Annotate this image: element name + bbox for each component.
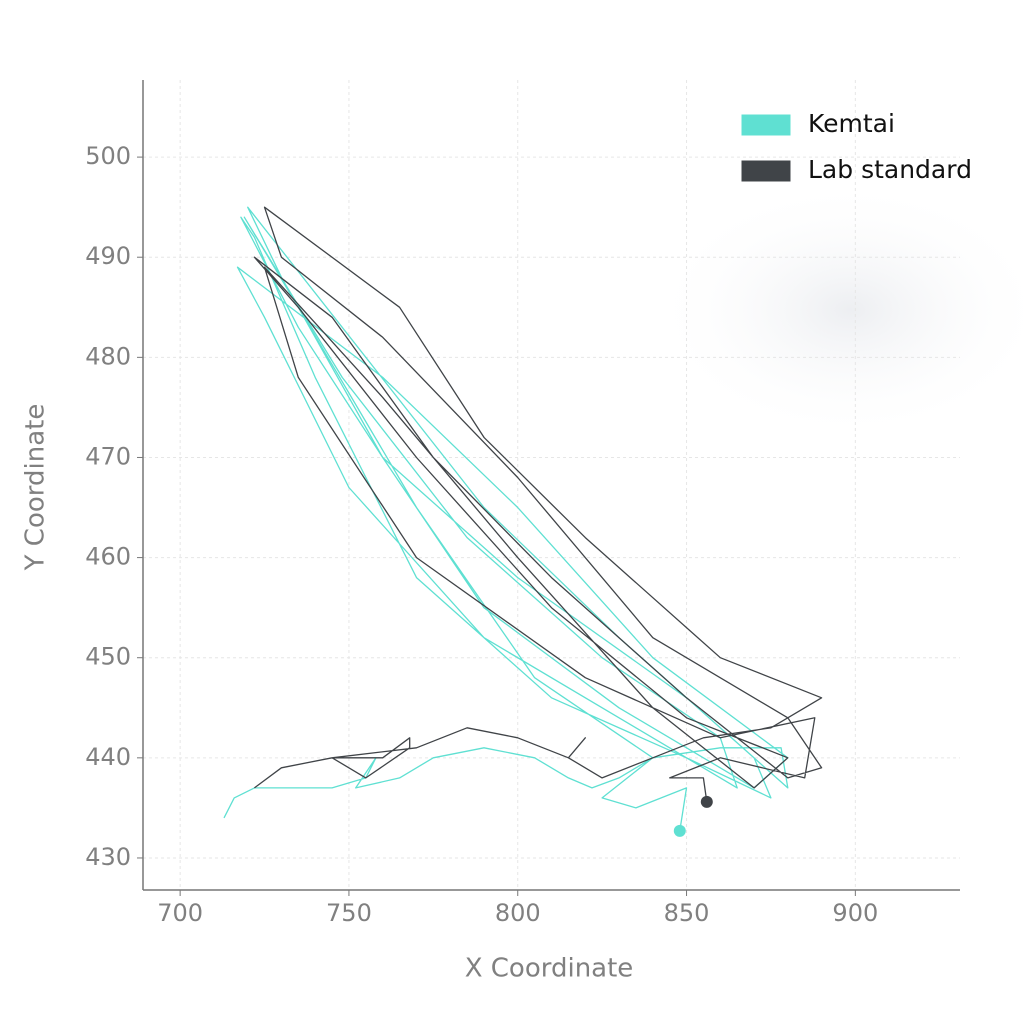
- y-tick-label: 490: [85, 242, 131, 270]
- grid: [143, 80, 960, 890]
- x-tick-label: 750: [326, 899, 372, 927]
- end-point: [700, 795, 713, 808]
- y-tick-label: 460: [85, 543, 131, 571]
- legend-label: Kemtai: [808, 109, 895, 138]
- x-tick-label: 800: [495, 899, 541, 927]
- y-tick-label: 430: [85, 843, 131, 871]
- legend-swatch: [741, 114, 791, 136]
- y-tick-label: 440: [85, 743, 131, 771]
- trajectory-line: [253, 206, 823, 802]
- x-tick-label: 700: [157, 899, 203, 927]
- plot-area: [223, 206, 823, 837]
- y-tick-label: 450: [85, 643, 131, 671]
- legend: Kemtai Lab standard: [741, 109, 972, 184]
- end-point: [673, 824, 686, 837]
- x-axis-title: X Coordinate: [465, 954, 634, 984]
- y-tick-label: 480: [85, 342, 131, 370]
- y-axis-title: Y Coordinate: [21, 404, 51, 572]
- x-tick-label: 900: [832, 899, 878, 927]
- y-tick-label: 470: [85, 442, 131, 470]
- background-glow: [650, 180, 1024, 440]
- y-tick-label: 500: [85, 142, 131, 170]
- x-tick-label: 850: [664, 899, 710, 927]
- legend-swatch: [741, 160, 791, 182]
- legend-label: Lab standard: [808, 155, 972, 184]
